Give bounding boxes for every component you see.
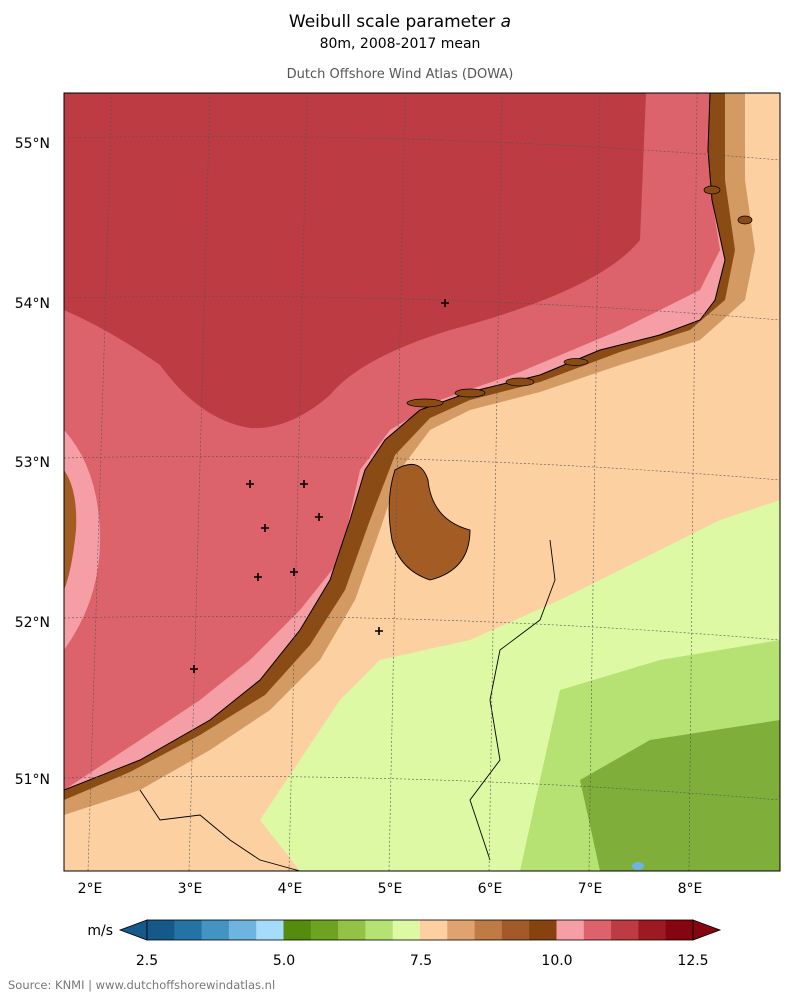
colorbar-cell bbox=[638, 920, 667, 940]
island-6 bbox=[737, 215, 753, 225]
colorbar-cell bbox=[420, 920, 448, 940]
colorbar-cell bbox=[283, 920, 312, 940]
ijsselmeer-region bbox=[389, 464, 470, 580]
inland-darkgreen-zone bbox=[580, 720, 780, 871]
colorbar-cell bbox=[529, 920, 557, 940]
colorbar-cell bbox=[392, 920, 421, 940]
sea-near-zone-west bbox=[64, 430, 100, 650]
source-credit: Source: KNMI | www.dutchoffshorewindatla… bbox=[8, 978, 276, 992]
lon-axis: 2°E 3°E 4°E 5°E 6°E 7°E 8°E bbox=[78, 881, 703, 897]
coastline bbox=[64, 93, 726, 791]
colorbar-tick-label: 10.0 bbox=[541, 953, 572, 969]
lat-label: 54°N bbox=[15, 296, 50, 312]
site-marker bbox=[190, 665, 198, 673]
atlas-name: Dutch Offshore Wind Atlas (DOWA) bbox=[286, 67, 514, 82]
site-marker bbox=[441, 299, 449, 307]
colorbar-cell bbox=[501, 920, 530, 940]
colorbar-cell bbox=[556, 920, 585, 940]
lon-label: 6°E bbox=[478, 881, 503, 897]
map-frame bbox=[63, 92, 781, 872]
lon-label: 3°E bbox=[178, 881, 203, 897]
low-wind-spot bbox=[632, 862, 644, 870]
site-marker bbox=[254, 573, 262, 581]
site-marker bbox=[375, 627, 383, 635]
colorbar-cell bbox=[310, 920, 339, 940]
island-4 bbox=[563, 358, 589, 366]
lon-label: 2°E bbox=[78, 881, 103, 897]
site-marker bbox=[315, 513, 323, 521]
colorbar-cell bbox=[447, 920, 476, 940]
map-subtitle: 80m, 2008-2017 mean bbox=[319, 36, 481, 52]
colorbar-cell bbox=[583, 920, 612, 940]
site-marker bbox=[261, 524, 269, 532]
map-area bbox=[64, 93, 780, 871]
colorbar-tick-label: 12.5 bbox=[677, 953, 708, 969]
colorbar-cell bbox=[474, 920, 503, 940]
island-3 bbox=[505, 377, 535, 387]
island-5 bbox=[703, 185, 721, 195]
colorbar-unit-label: m/s bbox=[87, 923, 113, 939]
colorbar-ticks: 2.5 5.0 7.5 10.0 12.5 bbox=[136, 953, 709, 969]
coast-strip-west bbox=[64, 470, 77, 590]
colorbar-tick-label: 2.5 bbox=[136, 953, 158, 969]
ijsselmeer-outline bbox=[388, 463, 471, 581]
colorbar-cell bbox=[665, 920, 694, 940]
colorbar-cell bbox=[174, 920, 203, 940]
site-marker bbox=[290, 568, 298, 576]
border-south bbox=[139, 789, 301, 871]
coastal-band-dark bbox=[64, 93, 735, 800]
coastal-band-tan bbox=[64, 93, 755, 815]
lon-label: 8°E bbox=[678, 881, 703, 897]
colorbar-extend-low bbox=[118, 919, 148, 941]
colorbar-cell bbox=[338, 920, 366, 940]
lat-label: 51°N bbox=[15, 772, 50, 788]
national-border bbox=[469, 539, 556, 861]
colorbar-extend-high bbox=[692, 919, 722, 941]
measurement-sites bbox=[190, 299, 449, 673]
colorbar-cell bbox=[611, 920, 639, 940]
island-1 bbox=[406, 398, 444, 408]
site-marker bbox=[246, 480, 254, 488]
island-2 bbox=[454, 388, 486, 398]
colorbar-cell bbox=[228, 920, 257, 940]
lat-axis: 55°N 54°N 53°N 52°N 51°N bbox=[15, 136, 50, 788]
map-title: Weibull scale parameter a bbox=[288, 12, 512, 32]
lon-label: 4°E bbox=[278, 881, 303, 897]
lat-label: 53°N bbox=[15, 455, 50, 471]
colorbar-cell bbox=[147, 920, 175, 940]
colorbar-tick-label: 7.5 bbox=[410, 953, 432, 969]
lat-label: 52°N bbox=[15, 615, 50, 631]
lon-label: 5°E bbox=[378, 881, 403, 897]
lon-label: 7°E bbox=[578, 881, 603, 897]
colorbar-cell bbox=[201, 920, 230, 940]
graticule bbox=[64, 93, 780, 871]
colorbar-cell bbox=[256, 920, 284, 940]
colorbar-tick-label: 5.0 bbox=[273, 953, 295, 969]
site-marker bbox=[300, 480, 308, 488]
lat-label: 55°N bbox=[15, 136, 50, 152]
colorbar-frame bbox=[146, 919, 694, 941]
colorbar-cell bbox=[365, 920, 394, 940]
sea-outer-zone bbox=[64, 93, 646, 429]
colorbar: m/s 2.5 5.0 7.5 10.0 12.5 bbox=[87, 919, 722, 969]
